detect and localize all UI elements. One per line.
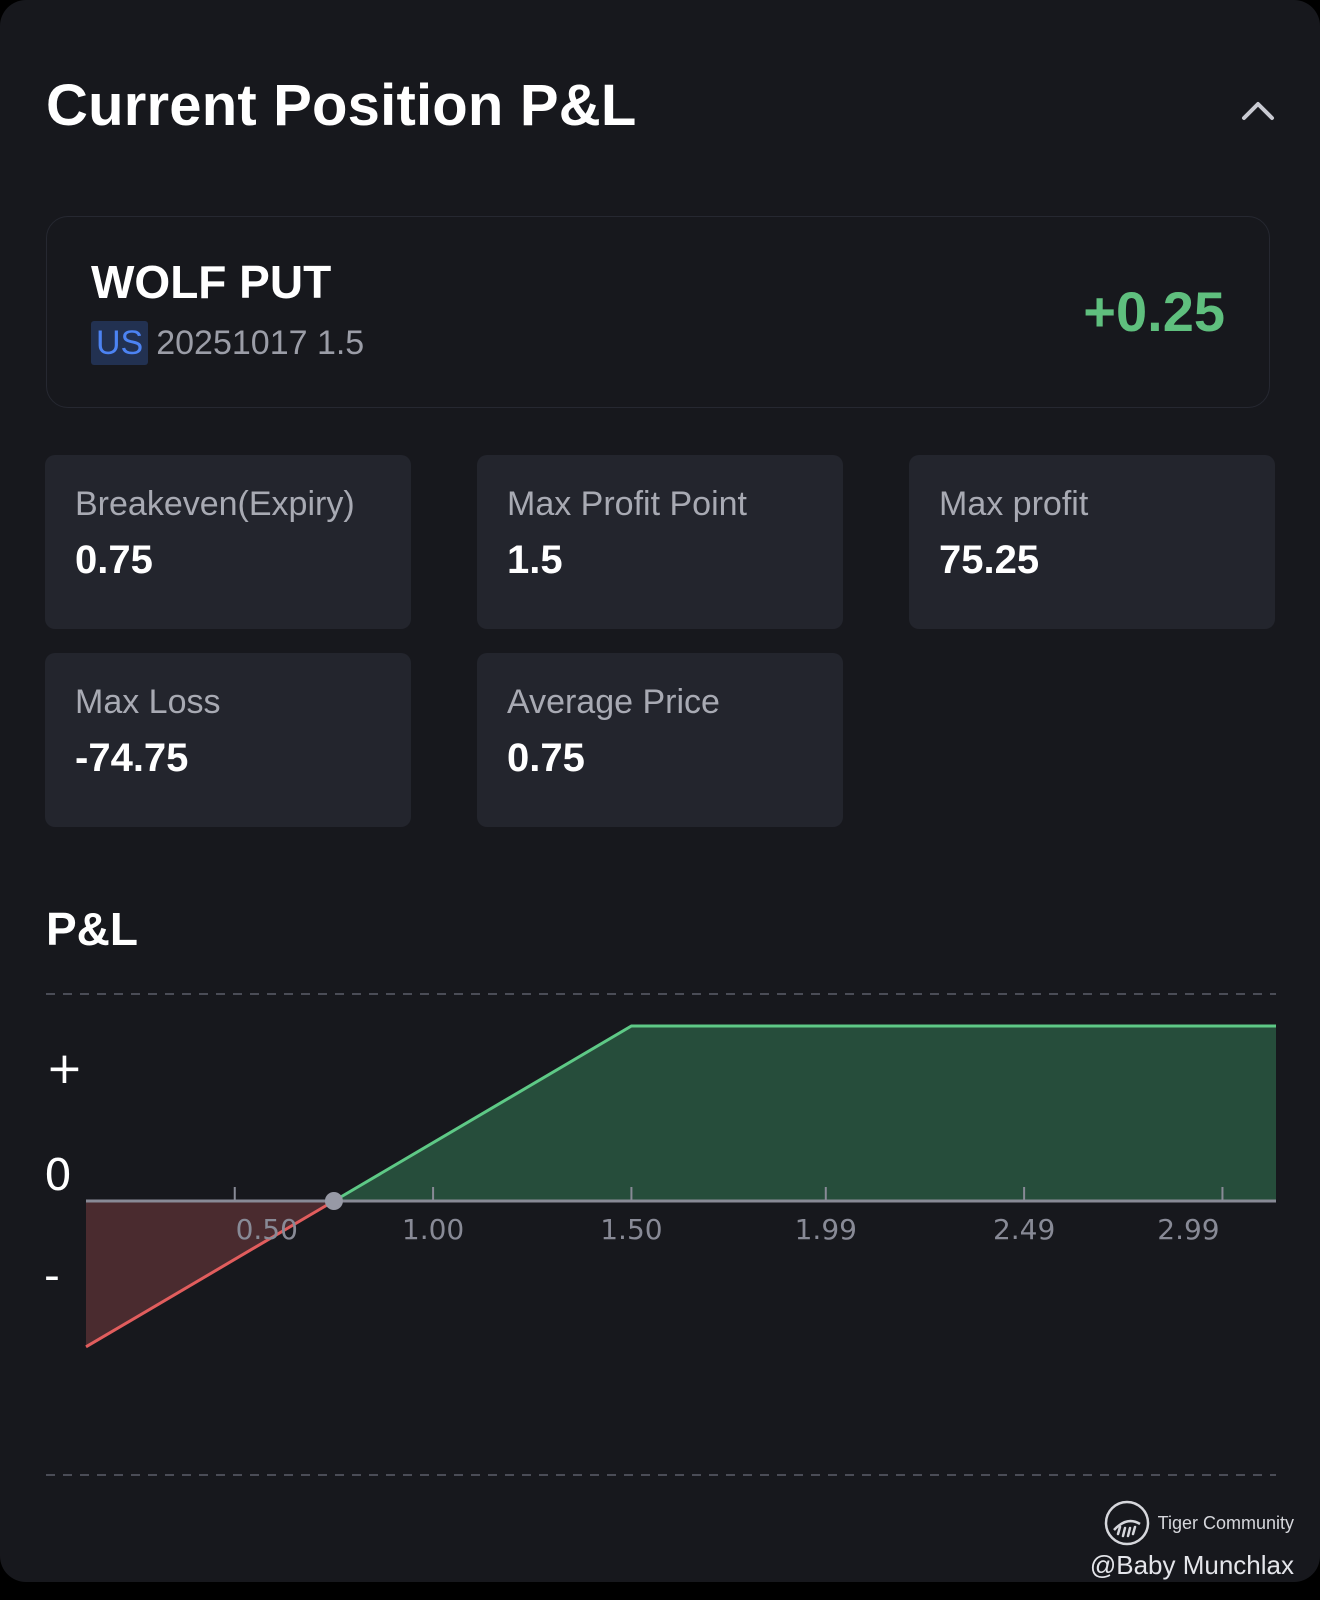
- stat-label: Average Price: [507, 683, 720, 721]
- y-label-zero: 0: [44, 1150, 72, 1201]
- x-tick-label: 0.50: [236, 1213, 298, 1246]
- loss-area: [86, 1201, 334, 1347]
- profit-area: [333, 1026, 1277, 1201]
- stat-card-max-loss: Max Loss -74.75: [45, 653, 411, 827]
- contract-details: 20251017 1.5: [156, 323, 365, 362]
- stat-value: 1.5: [507, 538, 563, 582]
- position-pnl: +0.25: [1083, 280, 1225, 343]
- watermark: Tiger Community: [1104, 1500, 1294, 1546]
- x-tick-label: 1.00: [402, 1213, 464, 1246]
- watermark-brand: Tiger Community: [1157, 1512, 1294, 1533]
- stat-card-breakeven: Breakeven(Expiry) 0.75: [45, 455, 411, 629]
- stat-label: Max Loss: [75, 683, 221, 721]
- breakeven-marker: [324, 1192, 343, 1210]
- y-label-minus: -: [44, 1250, 60, 1301]
- panel-title: Current Position P&L: [46, 73, 637, 138]
- pnl-chart-title: P&L: [46, 903, 138, 955]
- watermark-handle: @Baby Munchlax: [1089, 1550, 1294, 1580]
- y-label-plus: +: [46, 1043, 83, 1094]
- stat-value: 75.25: [939, 538, 1040, 582]
- stat-card-max-profit-point: Max Profit Point 1.5: [477, 455, 843, 629]
- tiger-logo-icon: [1104, 1500, 1149, 1546]
- stat-value: 0.75: [507, 736, 585, 780]
- x-tick-label: 2.49: [993, 1213, 1055, 1246]
- loss-line: [85, 1199, 335, 1349]
- stat-label: Max profit: [939, 485, 1089, 523]
- x-tick-label: 2.99: [1157, 1213, 1219, 1246]
- stat-card-max-profit: Max profit 75.25: [909, 455, 1275, 629]
- contract-info: US 20251017 1.5: [91, 321, 364, 365]
- x-tick-label: 1.99: [795, 1213, 857, 1246]
- market-badge: US: [91, 321, 149, 365]
- chevron-up-icon: [1242, 102, 1274, 120]
- stat-value: -74.75: [75, 736, 189, 780]
- stat-label: Breakeven(Expiry): [75, 485, 355, 523]
- stat-label: Max Profit Point: [507, 485, 747, 523]
- collapse-button[interactable]: [1234, 90, 1282, 130]
- stat-card-average-price: Average Price 0.75: [477, 653, 843, 827]
- stat-value: 0.75: [75, 538, 153, 582]
- profit-line: [333, 1024, 1276, 1203]
- position-card[interactable]: WOLF PUT US 20251017 1.5 +0.25: [46, 216, 1270, 408]
- x-tick-label: 1.50: [600, 1213, 662, 1246]
- position-symbol: WOLF PUT: [91, 256, 332, 308]
